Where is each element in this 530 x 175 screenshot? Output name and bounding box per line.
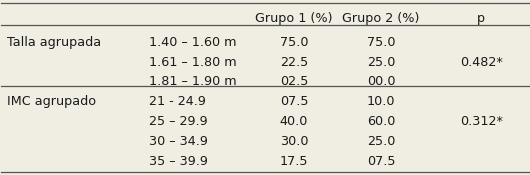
Text: 35 – 39.9: 35 – 39.9 (149, 155, 208, 168)
Text: 0.482*: 0.482* (460, 56, 502, 69)
Text: 25.0: 25.0 (367, 56, 395, 69)
Text: Talla agrupada: Talla agrupada (7, 36, 101, 49)
Text: 10.0: 10.0 (367, 95, 395, 108)
Text: 30.0: 30.0 (280, 135, 308, 148)
Text: 17.5: 17.5 (280, 155, 308, 168)
Text: 25 – 29.9: 25 – 29.9 (149, 115, 208, 128)
Text: 21 - 24.9: 21 - 24.9 (149, 95, 206, 108)
Text: 22.5: 22.5 (280, 56, 308, 69)
Text: IMC agrupado: IMC agrupado (7, 95, 96, 108)
Text: Grupo 2 (%): Grupo 2 (%) (342, 12, 420, 25)
Text: 1.81 – 1.90 m: 1.81 – 1.90 m (149, 75, 236, 88)
Text: 07.5: 07.5 (280, 95, 308, 108)
Text: 60.0: 60.0 (367, 115, 395, 128)
Text: 02.5: 02.5 (280, 75, 308, 88)
Text: 00.0: 00.0 (367, 75, 395, 88)
Text: 40.0: 40.0 (280, 115, 308, 128)
Text: 07.5: 07.5 (367, 155, 395, 168)
Text: 25.0: 25.0 (367, 135, 395, 148)
Text: 75.0: 75.0 (280, 36, 308, 49)
Text: p: p (477, 12, 485, 25)
Text: 1.40 – 1.60 m: 1.40 – 1.60 m (149, 36, 236, 49)
Text: 75.0: 75.0 (367, 36, 395, 49)
Text: 0.312*: 0.312* (460, 115, 502, 128)
Text: Grupo 1 (%): Grupo 1 (%) (255, 12, 333, 25)
Text: 1.61 – 1.80 m: 1.61 – 1.80 m (149, 56, 236, 69)
Text: 30 – 34.9: 30 – 34.9 (149, 135, 208, 148)
